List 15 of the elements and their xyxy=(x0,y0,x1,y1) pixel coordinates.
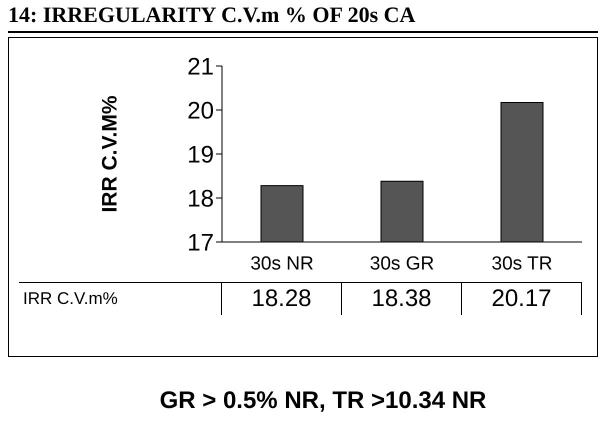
y-tick-label: 20 xyxy=(187,98,214,125)
y-axis-title: IRR C.V.M% xyxy=(98,95,122,213)
text: IRR C.V.m% xyxy=(19,283,222,315)
text: GR > 0.5% NR, TR >10.34 NR xyxy=(158,387,488,415)
x-tick-label: 30s TR xyxy=(492,253,552,274)
data-label: 18.28 xyxy=(222,283,342,315)
y-tick-label: 18 xyxy=(187,186,214,213)
chart-title: 14: IRREGULARITY C.V.m % OF 20s CA xyxy=(8,2,598,33)
data-label: 20.17 xyxy=(462,283,582,315)
data-label: 18.38 xyxy=(342,283,462,315)
y-tick-label: 21 xyxy=(187,54,214,81)
y-tick-label: 17 xyxy=(187,230,214,257)
y-tick-label: 19 xyxy=(187,142,214,169)
x-tick-label: 30s GR xyxy=(370,253,434,274)
x-tick-label: 30s NR xyxy=(250,253,314,274)
